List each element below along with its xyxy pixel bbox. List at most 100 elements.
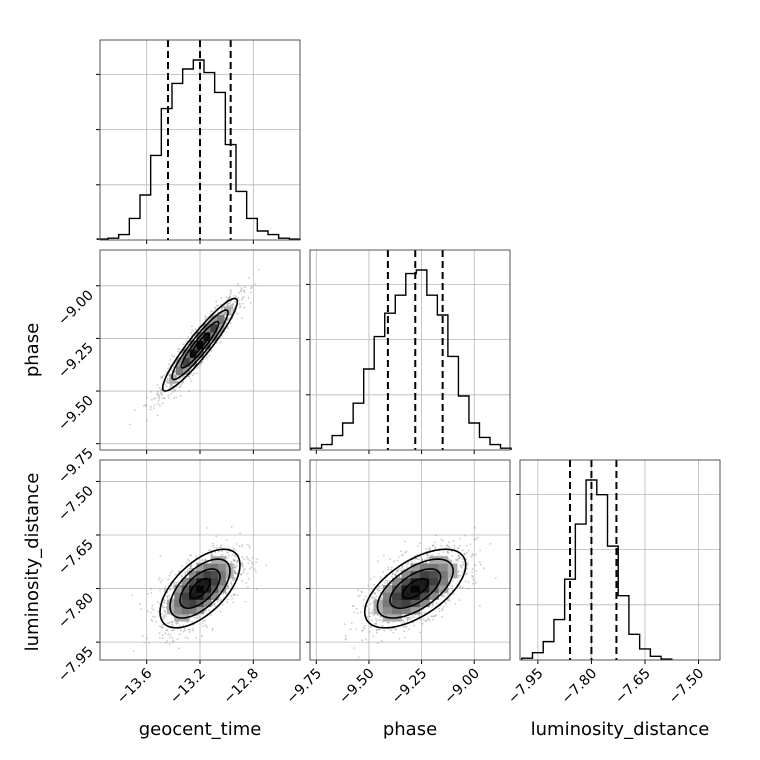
sample-point: [425, 620, 427, 623]
sample-point: [431, 604, 434, 606]
sample-point: [418, 615, 421, 617]
sample-point: [255, 571, 257, 573]
sample-point: [378, 628, 381, 631]
sample-point: [184, 573, 187, 575]
sample-point: [224, 317, 226, 319]
sample-point: [150, 592, 153, 594]
sample-point: [448, 598, 451, 600]
density-cell: [189, 349, 197, 358]
sample-point: [357, 612, 359, 615]
sample-point: [240, 562, 243, 565]
sample-point: [207, 609, 210, 611]
tick-label-phase: −9.00: [55, 287, 97, 329]
sample-point: [166, 379, 169, 381]
sample-point: [407, 616, 409, 619]
sample-point: [146, 610, 149, 613]
sample-point: [364, 595, 367, 598]
sample-point: [474, 582, 477, 584]
sample-point: [368, 615, 371, 618]
sample-point: [372, 635, 374, 638]
sample-point: [175, 573, 177, 576]
sample-point: [475, 569, 478, 572]
tick-label-phase: −9.50: [336, 666, 378, 708]
sample-point: [189, 565, 192, 568]
xlabel-phase: phase: [383, 719, 437, 740]
density-cell: [176, 366, 184, 375]
sample-point: [360, 590, 363, 593]
panel-frame: [309, 459, 511, 661]
sample-point: [201, 634, 203, 637]
sample-point: [155, 621, 158, 623]
sample-point: [172, 365, 175, 368]
sample-point: [166, 381, 168, 384]
sample-point: [180, 383, 182, 386]
sample-point: [220, 297, 223, 299]
sample-point: [426, 558, 428, 561]
sample-point: [242, 289, 245, 292]
sample-point: [357, 656, 360, 658]
sample-point: [181, 376, 184, 379]
sample-point: [368, 631, 371, 633]
density-cell: [211, 563, 219, 572]
density-cell: [382, 585, 393, 593]
sample-point: [462, 561, 464, 564]
sample-point: [466, 563, 469, 566]
tick-label-luminosity-distance: −7.80: [559, 666, 601, 708]
sample-point: [210, 614, 213, 616]
density-cell: [203, 563, 212, 572]
sample-point: [243, 558, 246, 561]
sample-point: [477, 536, 479, 539]
sample-point: [169, 572, 172, 574]
sample-point: [232, 547, 235, 550]
sample-point: [232, 558, 235, 561]
sample-point: [447, 557, 450, 560]
sample-point: [465, 558, 468, 560]
sample-point: [421, 612, 424, 614]
sample-point: [220, 544, 223, 546]
sample-point: [387, 566, 390, 569]
sample-point: [415, 557, 417, 560]
sample-point: [378, 619, 380, 621]
sample-point: [219, 313, 222, 316]
sample-point: [160, 613, 163, 616]
sample-point: [465, 552, 468, 554]
density-cell: [419, 563, 430, 572]
sample-point: [151, 620, 154, 623]
density-cell: [189, 357, 197, 367]
sample-point: [163, 397, 166, 400]
sample-point: [419, 631, 422, 634]
sample-point: [494, 577, 497, 579]
sample-point: [216, 304, 219, 307]
sample-point: [165, 629, 168, 631]
density-cell: [210, 323, 218, 333]
sample-point: [228, 297, 231, 299]
sample-point: [188, 631, 191, 633]
sample-point: [183, 343, 185, 346]
sample-point: [250, 561, 253, 564]
sample-point: [444, 603, 447, 606]
sample-point: [394, 573, 397, 576]
density-cell: [174, 599, 183, 608]
sample-point: [153, 616, 156, 618]
sample-point: [447, 552, 450, 554]
density-cell: [410, 577, 421, 586]
sample-point: [456, 558, 459, 561]
sample-point: [157, 396, 160, 398]
sample-point: [173, 388, 176, 391]
sample-point: [173, 583, 176, 585]
sample-point: [172, 640, 175, 642]
sample-point: [447, 599, 450, 602]
sample-point: [412, 621, 415, 624]
sample-point: [435, 534, 437, 537]
sample-point: [229, 296, 231, 298]
sample-point: [359, 611, 362, 614]
sample-point: [194, 328, 197, 331]
sample-point: [182, 630, 185, 633]
sample-point: [162, 402, 164, 405]
sample-point: [183, 629, 186, 632]
sample-point: [142, 635, 144, 637]
sample-point: [181, 382, 183, 385]
sample-point: [148, 641, 150, 644]
sample-point: [479, 605, 481, 607]
